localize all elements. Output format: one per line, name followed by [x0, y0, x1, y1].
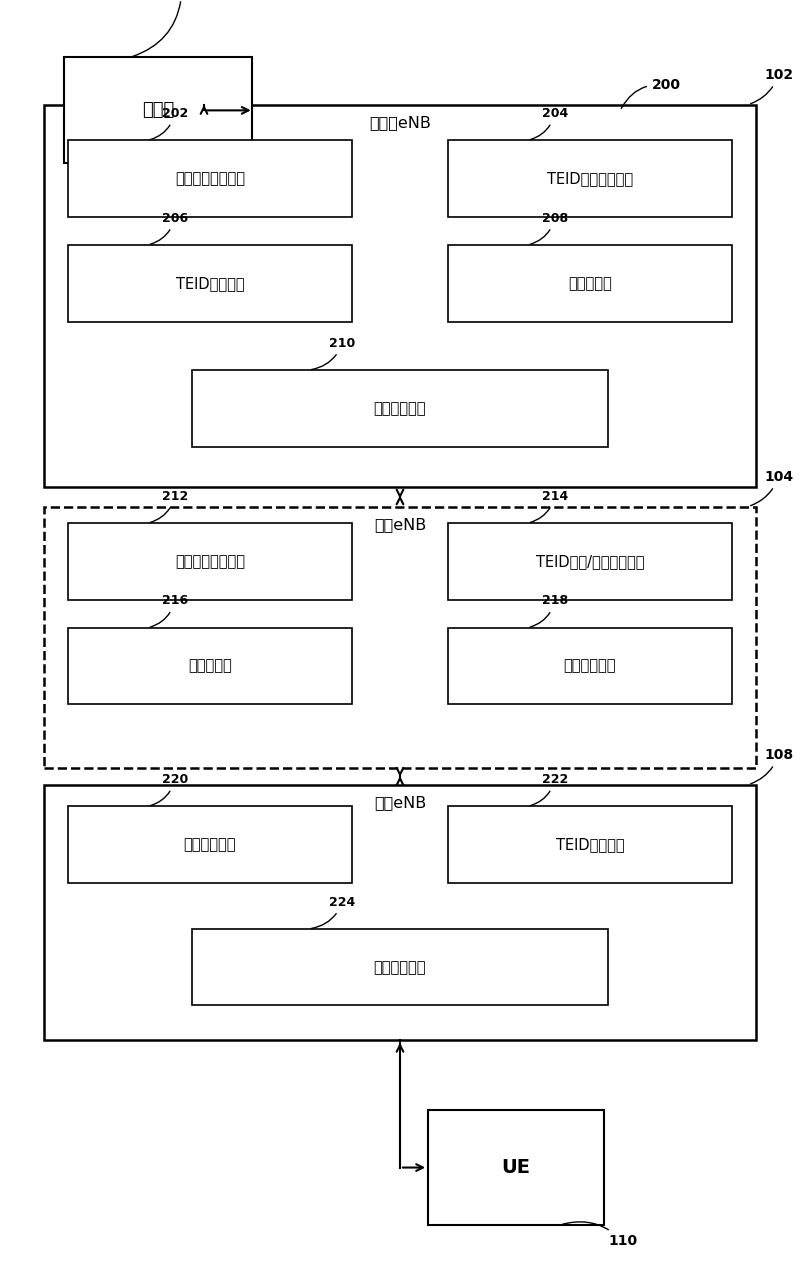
Bar	[64, 57, 252, 163]
Text: 分组路由组件: 分组路由组件	[564, 658, 616, 674]
Text: UE: UE	[502, 1159, 530, 1176]
Text: 220: 220	[150, 773, 188, 805]
Bar	[448, 245, 732, 322]
Bar	[44, 105, 756, 487]
Text: 214: 214	[530, 490, 568, 522]
Text: 分组路由组件: 分组路由组件	[374, 960, 426, 975]
Text: TEID请求/响应转发组件: TEID请求/响应转发组件	[536, 554, 644, 569]
Text: 核心网: 核心网	[142, 101, 174, 120]
Text: 路由表组件: 路由表组件	[568, 276, 612, 291]
Text: TEID分配组件: TEID分配组件	[176, 276, 244, 291]
Text: 218: 218	[530, 595, 568, 627]
Text: 222: 222	[530, 773, 568, 805]
Text: 路由表组件: 路由表组件	[188, 658, 232, 674]
Text: 110: 110	[562, 1222, 637, 1248]
Text: 供给方eNB: 供给方eNB	[369, 115, 431, 130]
Bar	[68, 245, 352, 322]
Text: 连接请求接收组件: 连接请求接收组件	[175, 171, 245, 186]
Text: 连接请求组件: 连接请求组件	[184, 837, 236, 852]
Bar	[192, 370, 608, 447]
Text: 中继eNB: 中继eNB	[374, 795, 426, 810]
Text: 208: 208	[530, 212, 568, 244]
Text: 212: 212	[150, 490, 188, 522]
Text: TEID请求组件: TEID请求组件	[556, 837, 624, 852]
Text: 108: 108	[750, 748, 793, 783]
Bar	[68, 806, 352, 883]
Text: 分组路由组件: 分组路由组件	[374, 401, 426, 416]
Bar	[448, 140, 732, 217]
Text: 202: 202	[150, 107, 188, 139]
Bar	[448, 523, 732, 600]
Bar	[44, 785, 756, 1040]
Bar	[44, 507, 756, 768]
Text: 连接过程转发组件: 连接过程转发组件	[175, 554, 245, 569]
Text: 204: 204	[530, 107, 568, 139]
Bar	[448, 628, 732, 704]
Text: 224: 224	[311, 896, 355, 929]
Bar	[192, 929, 608, 1005]
Text: 106: 106	[133, 0, 197, 56]
Text: TEID请求接收组件: TEID请求接收组件	[547, 171, 633, 186]
Text: 210: 210	[311, 337, 355, 370]
Bar	[428, 1110, 604, 1225]
Text: 216: 216	[150, 595, 188, 627]
Text: 200: 200	[622, 78, 681, 108]
Bar	[448, 806, 732, 883]
Bar	[68, 628, 352, 704]
Bar	[68, 140, 352, 217]
Bar	[68, 523, 352, 600]
Text: 104: 104	[750, 470, 793, 505]
Text: 102: 102	[750, 68, 793, 103]
Text: 206: 206	[150, 212, 188, 244]
Text: 中继eNB: 中继eNB	[374, 517, 426, 532]
